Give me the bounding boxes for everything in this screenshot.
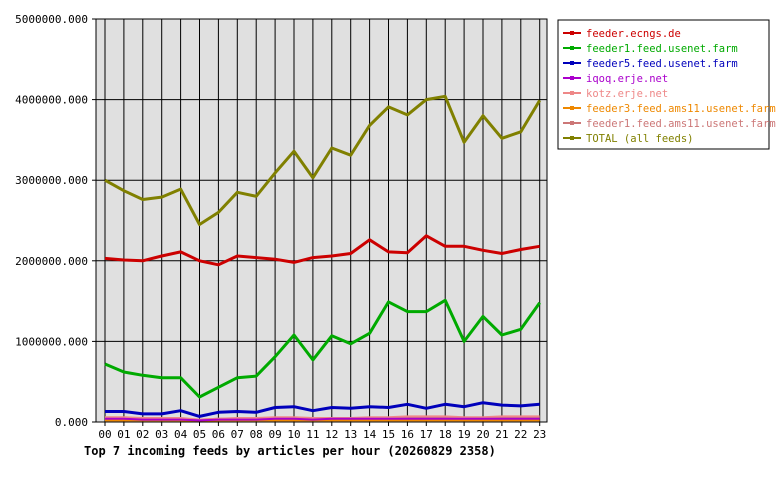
legend-marker	[570, 106, 574, 110]
x-tick-label: 12	[325, 428, 338, 441]
y-tick-label: 5000000.000	[15, 13, 88, 26]
x-tick-label: 02	[136, 428, 149, 441]
x-tick-label: 15	[382, 428, 395, 441]
series-line-7	[104, 94, 541, 226]
x-tick-label: 23	[533, 428, 546, 441]
legend-label: feeder1.feed.usenet.farm	[586, 43, 738, 55]
chart-caption: Top 7 incoming feeds by articles per hou…	[84, 444, 496, 458]
x-tick-label: 11	[306, 428, 319, 441]
legend-marker	[570, 31, 574, 35]
x-tick-label: 19	[457, 428, 470, 441]
series-line-0	[104, 234, 540, 267]
legend-label: feeder.ecngs.de	[586, 28, 681, 40]
legend-box	[557, 19, 770, 150]
legend-marker	[570, 121, 574, 125]
x-tick-label: 14	[363, 428, 377, 441]
series-lines	[104, 94, 541, 423]
x-tick-label: 04	[174, 428, 188, 441]
legend-marker	[570, 76, 574, 80]
x-tick-label: 20	[476, 428, 489, 441]
series-line-4	[105, 415, 540, 421]
legend-marker	[570, 46, 574, 50]
legend-label: feeder5.feed.usenet.farm	[586, 58, 738, 70]
y-tick-label: 0.000	[55, 416, 88, 429]
legend-label: kotz.erje.net	[586, 88, 668, 100]
legend-label: feeder1.feed.ams11.usenet.farm	[586, 118, 776, 130]
x-axis: 00 01 02 03 04 05 06 07 08 09 10 11 12 13 14 15 16 17 18 19…	[98, 422, 546, 441]
legend-marker	[570, 136, 574, 140]
x-tick-label: 10	[287, 428, 300, 441]
x-tick-label: 21	[495, 428, 508, 441]
y-tick-label: 2000000.000	[15, 255, 88, 268]
series-line-1	[104, 298, 541, 399]
series-line-2	[105, 401, 540, 418]
x-tick-label: 16	[401, 428, 414, 441]
legend-label: iqoq.erje.net	[586, 73, 668, 85]
y-tick-label: 4000000.000	[15, 94, 88, 107]
x-tick-label: 13	[344, 428, 357, 441]
legend-marker	[570, 91, 574, 95]
x-tick-label: 00	[98, 428, 111, 441]
x-tick-label: 06	[212, 428, 225, 441]
plot-border	[95, 18, 548, 423]
y-axis: 0.000 1000000.000 2000000.000 3000000.000 40…	[15, 13, 96, 429]
x-tick-label: 09	[268, 428, 281, 441]
x-tick-label: 03	[155, 428, 168, 441]
x-tick-label: 05	[193, 428, 206, 441]
x-tick-label: 01	[117, 428, 130, 441]
plot-area	[96, 19, 547, 422]
series-line-3	[105, 417, 540, 422]
y-tick-label: 1000000.000	[15, 335, 88, 348]
x-tick-label: 18	[439, 428, 452, 441]
legend-label: TOTAL (all feeds)	[586, 133, 693, 145]
legend-marker	[570, 61, 574, 65]
y-tick-label: 3000000.000	[15, 174, 88, 187]
x-tick-label: 08	[250, 428, 263, 441]
x-tick-label: 22	[514, 428, 527, 441]
legend: feeder.ecngs.de feeder1.feed.usenet.farm f…	[557, 19, 776, 150]
legend-label: feeder3.feed.ams11.usenet.farm	[586, 103, 776, 115]
x-tick-label: 07	[231, 428, 244, 441]
x-tick-label: 17	[420, 428, 433, 441]
